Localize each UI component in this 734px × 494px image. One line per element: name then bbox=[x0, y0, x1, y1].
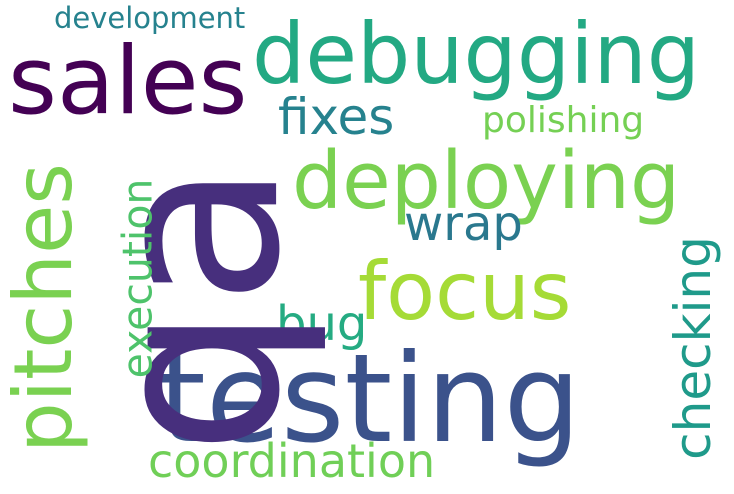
word-coordination: coordination bbox=[148, 434, 436, 488]
word-development: development bbox=[54, 1, 246, 35]
word-deploying: deploying bbox=[292, 135, 681, 227]
word-wrap: wrap bbox=[404, 196, 523, 252]
word-execution: execution bbox=[113, 178, 162, 379]
word-focus: focus bbox=[358, 245, 572, 338]
word-bug: bug bbox=[276, 296, 368, 352]
word-fixes: fixes bbox=[278, 88, 395, 146]
word-pitches: pitches bbox=[0, 163, 90, 453]
word-polishing: polishing bbox=[482, 100, 645, 141]
word-sales: sales bbox=[8, 27, 248, 136]
word-debugging: debugging bbox=[252, 5, 701, 103]
word-testing: testing bbox=[158, 328, 581, 470]
word-checking: checking bbox=[663, 236, 722, 460]
